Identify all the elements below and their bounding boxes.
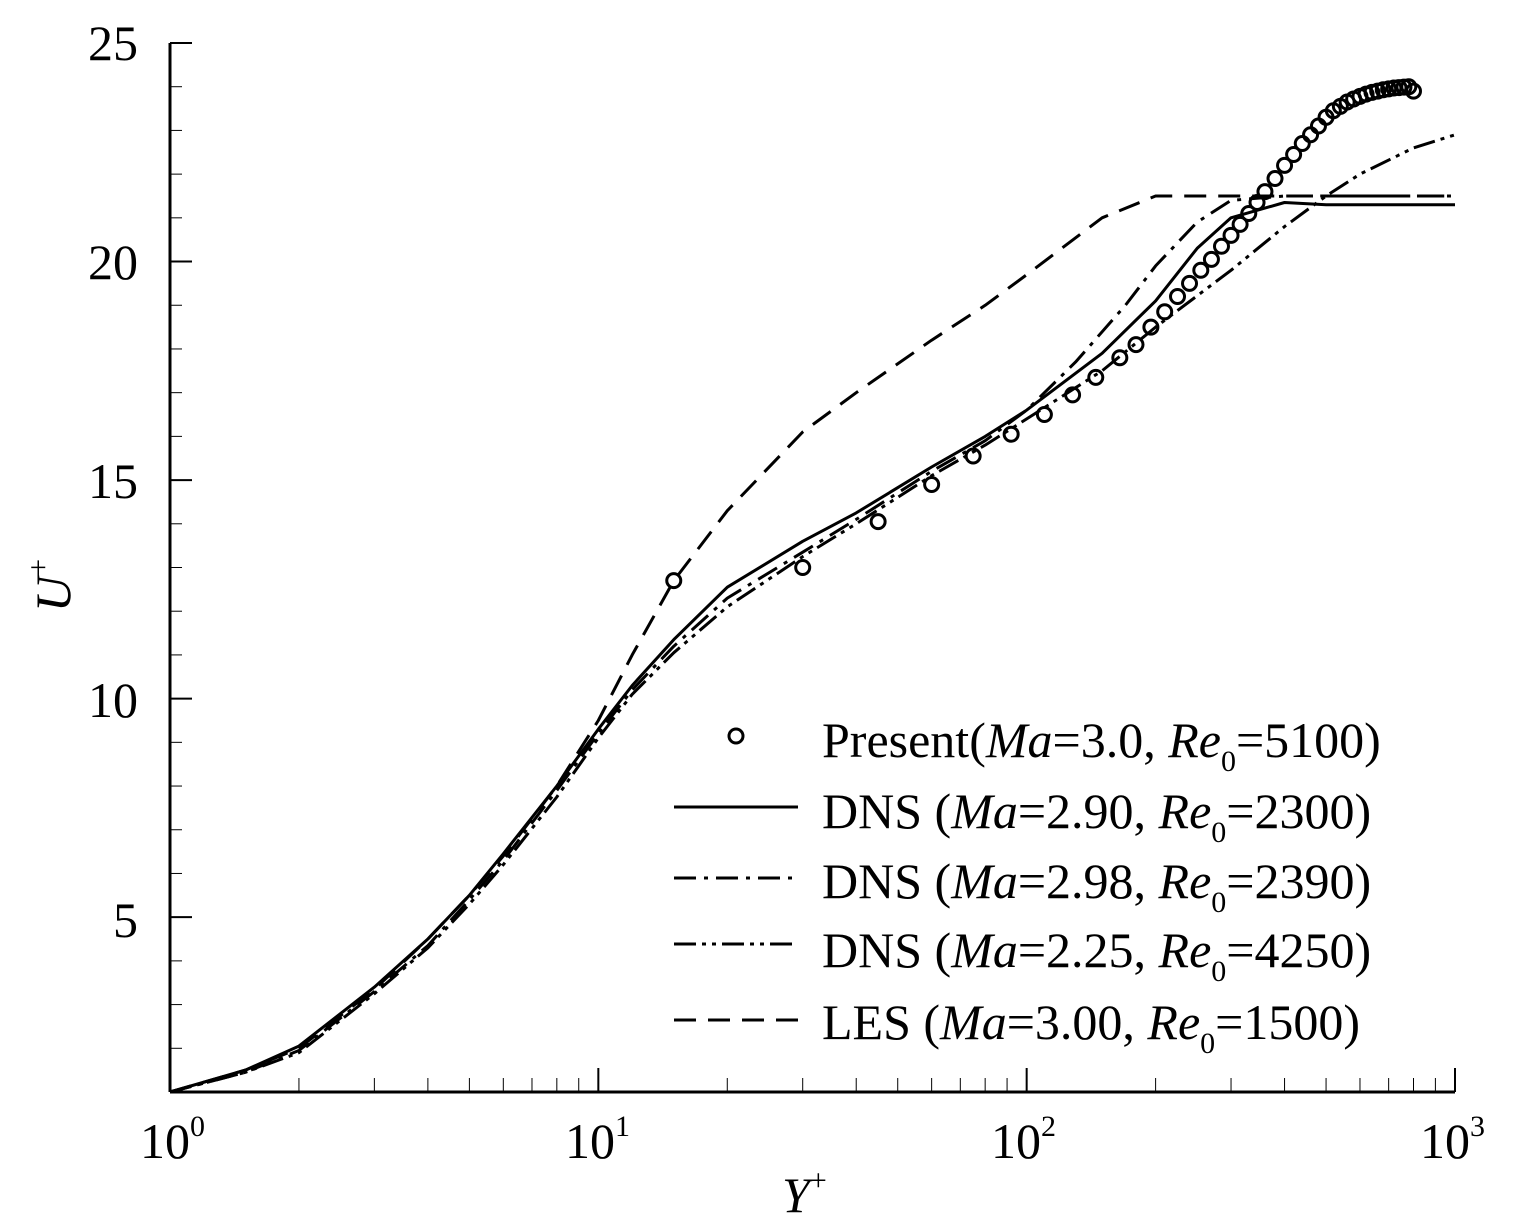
data-point-present <box>1293 135 1311 153</box>
data-point-present <box>1231 215 1249 233</box>
y-tick-label-20: 20 <box>88 234 138 290</box>
data-point-present <box>1142 318 1160 336</box>
data-point-present <box>794 559 812 576</box>
legend-label-present: Present(Ma=3.0, Re0=5100) <box>822 712 1381 778</box>
x-axis-title: Y+ <box>782 1164 827 1223</box>
x-tick-label-10-0: 100 <box>140 1110 205 1169</box>
plot-series <box>169 78 1456 1094</box>
x-tick-label-10-2: 102 <box>991 1110 1056 1169</box>
data-point-present <box>1087 368 1105 386</box>
x-tick-labels: 100 101 102 103 <box>140 1110 1485 1169</box>
series-line-4 <box>169 194 1455 1094</box>
data-point-present <box>923 475 941 493</box>
y-tick-label-15: 15 <box>88 453 138 509</box>
y-tick-label-10: 10 <box>88 672 138 728</box>
data-point-present <box>1222 226 1240 244</box>
y-tick-labels: 5 10 15 20 25 <box>88 15 138 948</box>
data-point-present <box>1285 145 1303 163</box>
data-point-present <box>1192 261 1210 279</box>
data-point-present <box>1002 425 1020 443</box>
data-point-present <box>1035 406 1053 424</box>
data-point-present <box>1181 274 1199 292</box>
x-tick-label-10-3: 103 <box>1420 1110 1485 1169</box>
data-point-present <box>1202 250 1220 268</box>
data-point-present <box>665 572 683 590</box>
legend-label-dns-4250: DNS (Ma=2.25, Re0=4250) <box>822 922 1371 988</box>
legend-label-dns-2300: DNS (Ma=2.90, Re0=2300) <box>822 783 1371 849</box>
series-present-markers <box>665 78 1422 590</box>
data-point-present <box>1309 117 1327 135</box>
series-line-1 <box>169 201 1455 1094</box>
series-line-2 <box>169 194 1455 1094</box>
axis-ticks <box>169 42 1436 1092</box>
y-tick-label-25: 25 <box>88 15 138 71</box>
data-point-present <box>1156 303 1174 321</box>
data-point-present <box>1400 78 1418 96</box>
data-point-present <box>1404 82 1422 100</box>
x-tick-label-10-1: 101 <box>565 1110 630 1169</box>
data-point-present <box>1127 336 1145 354</box>
data-point-present <box>869 513 887 531</box>
data-point-present <box>1111 349 1129 367</box>
legend-marker-present <box>727 727 745 745</box>
legend-label-les-1500: LES (Ma=3.00, Re0=1500) <box>822 994 1360 1060</box>
data-point-present <box>1169 288 1187 306</box>
data-point-present <box>1266 169 1284 187</box>
y-axis-title: U+ <box>22 559 81 612</box>
data-point-present <box>1302 126 1320 144</box>
legend: Present(Ma=3.0, Re0=5100) DNS (Ma=2.90, … <box>674 712 1381 1060</box>
data-point-present <box>1276 156 1294 174</box>
series-line-3 <box>169 133 1456 1094</box>
y-tick-label-5: 5 <box>113 892 138 948</box>
data-point-present <box>1212 237 1230 255</box>
legend-label-dns-2390: DNS (Ma=2.98, Re0=2390) <box>822 853 1371 919</box>
